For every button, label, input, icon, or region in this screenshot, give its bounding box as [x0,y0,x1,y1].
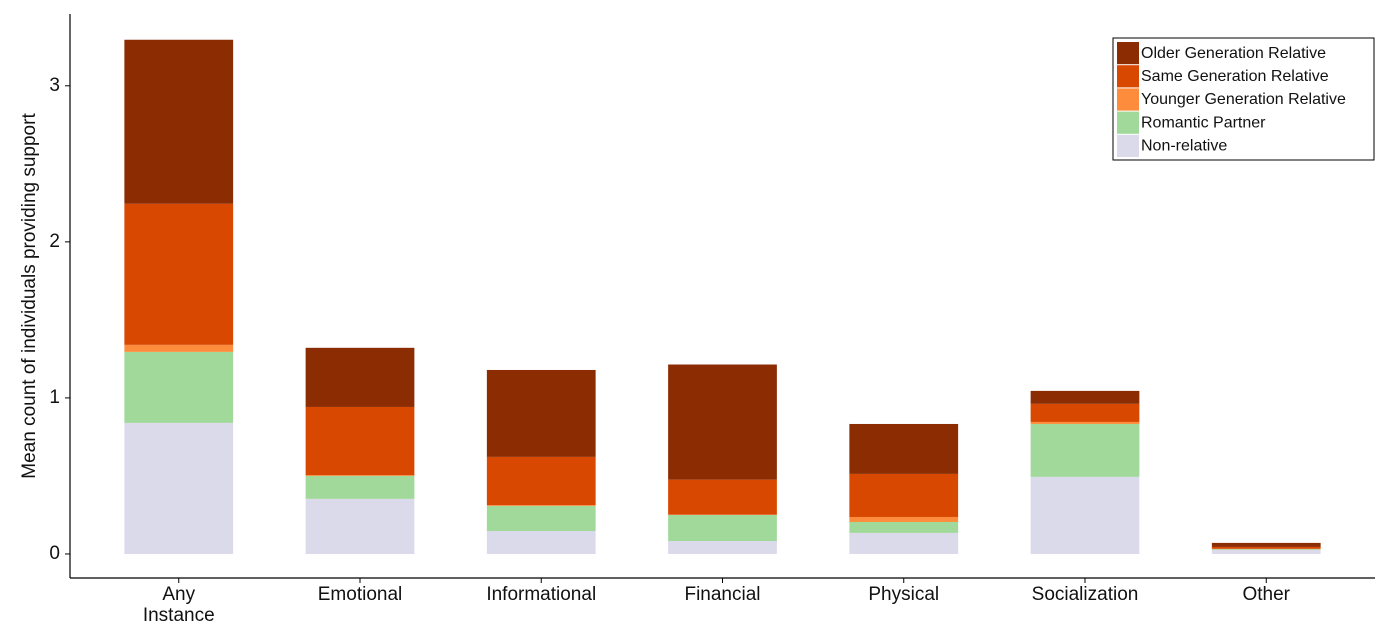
bar-segment [1211,549,1321,550]
bar-segment [1211,549,1321,554]
bar-segment [486,456,596,506]
bar-segment [486,505,596,532]
bar-segment [1030,403,1140,422]
bar-segment [305,498,415,554]
y-axis-label: Mean count of individuals providing supp… [19,113,40,479]
bar-segment [1211,546,1321,549]
y-tick-label: 2 [49,231,60,252]
y-tick-label: 0 [49,543,60,564]
legend-swatch [1117,111,1139,134]
bar-segment [1211,542,1321,547]
x-tick-label: Informational [486,584,597,605]
bar-segment [124,344,234,352]
legend-label: Romantic Partner [1141,114,1266,131]
x-tick-label: Any Instance [142,584,215,626]
bar-segment [486,505,596,506]
legend-label: Same Generation Relative [1141,68,1329,85]
legend-label: Younger Generation Relative [1141,91,1346,108]
y-tick-label: 1 [49,387,60,408]
bar-segment [849,532,959,554]
x-tick-label: Physical [868,584,940,605]
bar-segment [124,351,234,423]
bar-segment [668,479,777,515]
bar-segment [1030,423,1140,477]
bar-segment [668,364,777,480]
bar-segment [849,473,959,517]
bar-segment [305,475,415,476]
x-tick-label: Emotional [317,584,403,605]
legend-swatch [1117,42,1139,65]
bar-segment [1030,390,1140,404]
bar-segment [849,516,959,522]
bar-segment [849,423,959,474]
x-tick-label: Financial [684,584,761,605]
legend-box [1112,37,1375,161]
y-tick-label: 3 [49,75,60,96]
bar-segment [1030,421,1140,424]
bar-segment [124,422,234,554]
bar-segment [1030,476,1140,554]
legend-swatch [1117,65,1139,88]
bar-segment [124,203,234,345]
bar-segment [849,521,959,533]
bar-segment [124,39,234,204]
x-tick-label: Socialization [1031,584,1139,605]
bar-segment [486,531,596,554]
bar-segment [305,475,415,499]
bar-segment [668,541,777,554]
bar-segment [305,347,415,407]
bar-segment [486,369,596,457]
legend-swatch [1117,134,1139,157]
legend-label: Older Generation Relative [1141,45,1326,62]
bar-segment [305,406,415,476]
bar-segment [668,514,777,542]
legend-label: Non-relative [1141,138,1227,155]
legend-swatch [1117,88,1139,111]
x-tick-label: Other [1242,584,1291,605]
